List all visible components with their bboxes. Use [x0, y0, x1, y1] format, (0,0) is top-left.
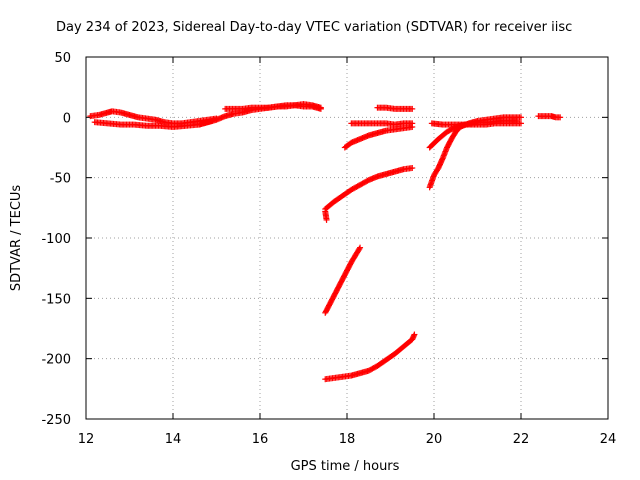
data-point: [409, 120, 416, 127]
data-point: [557, 114, 564, 121]
y-tick-label: -50: [50, 172, 71, 187]
y-tick-label: -250: [41, 413, 71, 428]
data-point: [409, 105, 416, 112]
data-point: [317, 105, 324, 112]
y-tick-label: 0: [63, 111, 71, 126]
grid: [86, 57, 608, 419]
data-point: [409, 165, 416, 172]
chart-title: Day 234 of 2023, Sidereal Day-to-day VTE…: [56, 20, 572, 35]
data-point: [518, 114, 524, 121]
data-point: [356, 245, 363, 252]
y-axis-label: SDTVAR / TECUs: [9, 185, 24, 292]
y-tick-label: 50: [54, 51, 71, 66]
data-point: [357, 244, 364, 251]
tick-labels: 12 14 16 18 20 22 24 50 0 -50 -100 -150 -200 -250: [41, 51, 616, 447]
data-points: [87, 101, 564, 383]
data-point: [411, 331, 418, 338]
x-axis-label: GPS time / hours: [291, 459, 400, 474]
x-tick-label: 18: [339, 432, 356, 447]
data-point: [518, 120, 524, 127]
axis-ticks: [85, 56, 609, 420]
x-tick-label: 20: [426, 432, 443, 447]
x-tick-label: 24: [600, 432, 617, 447]
x-tick-label: 16: [252, 432, 269, 447]
data-point: [323, 216, 330, 223]
x-tick-label: 22: [513, 432, 530, 447]
x-tick-label: 12: [78, 432, 95, 447]
y-tick-label: -150: [41, 292, 71, 307]
x-tick-label: 14: [165, 432, 182, 447]
y-tick-label: -200: [41, 353, 71, 368]
y-tick-label: -100: [41, 232, 71, 247]
